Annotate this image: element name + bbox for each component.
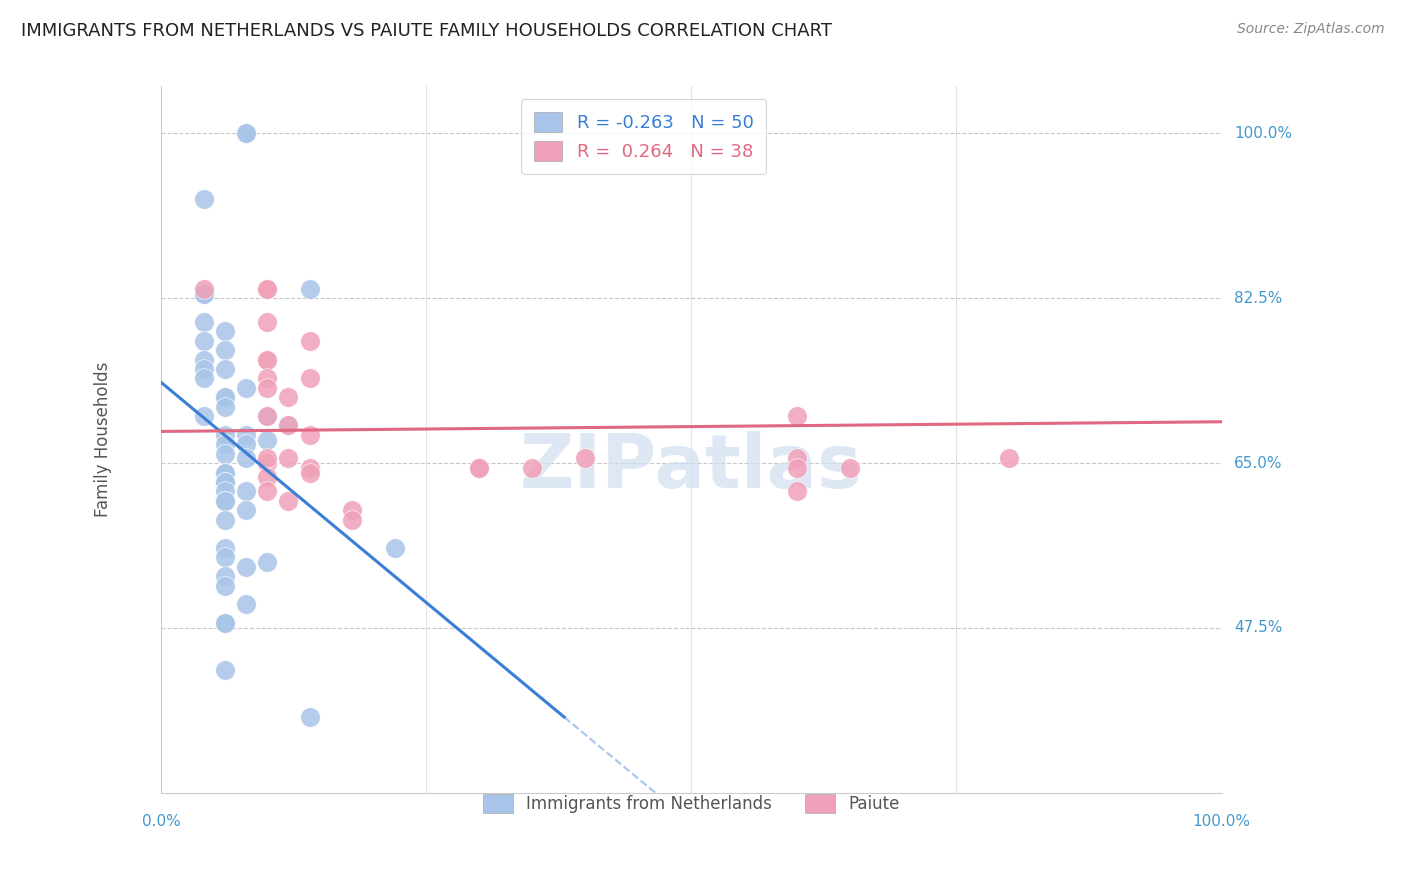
Point (193, 409, 215, 423)
Point (786, 484, 808, 499)
Point (235, 437, 257, 451)
Point (256, 555, 278, 569)
Point (340, 503, 363, 517)
Point (522, 460, 544, 475)
Point (786, 460, 808, 475)
Point (340, 513, 363, 527)
Point (193, 371, 215, 385)
Point (214, 616, 236, 631)
Point (298, 460, 321, 475)
Point (235, 503, 257, 517)
Point (256, 409, 278, 423)
Point (235, 381, 257, 395)
Point (256, 456, 278, 470)
Point (256, 470, 278, 484)
Point (298, 334, 321, 348)
Text: 47.5%: 47.5% (1234, 621, 1282, 635)
Point (193, 362, 215, 376)
Point (256, 433, 278, 447)
Point (256, 451, 278, 466)
Point (214, 400, 236, 414)
Point (214, 362, 236, 376)
Text: Source: ZipAtlas.com: Source: ZipAtlas.com (1237, 22, 1385, 37)
Point (298, 710, 321, 724)
Text: 100.0%: 100.0% (1192, 814, 1250, 829)
Text: 0.0%: 0.0% (142, 814, 180, 829)
Point (277, 418, 299, 433)
Point (214, 578, 236, 592)
Point (468, 460, 491, 475)
Point (235, 559, 257, 574)
Point (214, 390, 236, 404)
Point (256, 484, 278, 499)
Text: ZIPatlas: ZIPatlas (520, 432, 863, 504)
Point (235, 484, 257, 499)
Point (193, 193, 215, 207)
Point (256, 352, 278, 367)
Point (214, 466, 236, 480)
Point (214, 437, 236, 451)
Point (277, 493, 299, 508)
Point (235, 598, 257, 612)
Point (277, 390, 299, 404)
Point (298, 466, 321, 480)
Point (839, 460, 862, 475)
Text: 65.0%: 65.0% (1234, 456, 1282, 471)
Point (214, 550, 236, 565)
Point (298, 428, 321, 442)
Point (193, 352, 215, 367)
Point (193, 286, 215, 301)
Text: IMMIGRANTS FROM NETHERLANDS VS PAIUTE FAMILY HOUSEHOLDS CORRELATION CHART: IMMIGRANTS FROM NETHERLANDS VS PAIUTE FA… (21, 22, 832, 40)
Point (574, 451, 596, 466)
Point (193, 334, 215, 348)
Point (256, 315, 278, 329)
Point (214, 447, 236, 461)
Point (235, 428, 257, 442)
Point (214, 324, 236, 338)
Point (235, 127, 257, 141)
Point (256, 409, 278, 423)
Point (214, 466, 236, 480)
Point (298, 371, 321, 385)
Point (214, 428, 236, 442)
Point (384, 541, 406, 555)
Point (193, 286, 215, 301)
Text: Family Households: Family Households (94, 362, 112, 517)
Point (256, 352, 278, 367)
Point (256, 371, 278, 385)
Point (786, 451, 808, 466)
Text: 82.5%: 82.5% (1234, 291, 1282, 306)
Point (214, 484, 236, 499)
Point (235, 451, 257, 466)
Point (193, 282, 215, 296)
Point (214, 343, 236, 357)
Point (256, 381, 278, 395)
Point (256, 282, 278, 296)
Point (214, 493, 236, 508)
Point (214, 475, 236, 489)
Point (214, 541, 236, 555)
Point (998, 451, 1021, 466)
Legend: Immigrants from Netherlands, Paiute: Immigrants from Netherlands, Paiute (472, 784, 910, 823)
Point (298, 282, 321, 296)
Point (214, 616, 236, 631)
Point (214, 390, 236, 404)
Point (468, 460, 491, 475)
Text: 100.0%: 100.0% (1234, 126, 1292, 141)
Point (214, 569, 236, 583)
Point (193, 315, 215, 329)
Point (214, 493, 236, 508)
Point (214, 513, 236, 527)
Point (235, 127, 257, 141)
Point (277, 451, 299, 466)
Point (214, 664, 236, 678)
Point (277, 418, 299, 433)
Point (214, 475, 236, 489)
Point (786, 409, 808, 423)
Point (256, 282, 278, 296)
